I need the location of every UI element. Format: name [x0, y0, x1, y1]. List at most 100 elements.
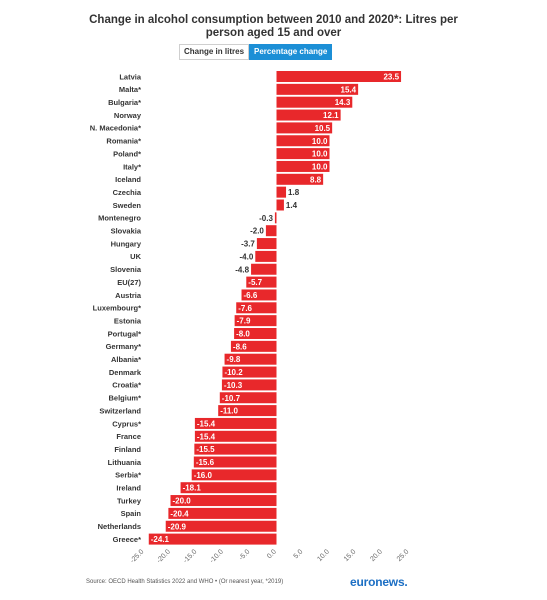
data-label: -11.0	[220, 407, 238, 416]
data-label: 10.0	[312, 150, 328, 159]
data-label: -9.8	[227, 355, 241, 364]
bar[interactable]	[165, 520, 277, 532]
bar[interactable]	[180, 482, 277, 494]
category-label: Greece*	[113, 535, 141, 544]
category-label: Croatia*	[112, 381, 141, 390]
data-label: -24.1	[151, 535, 170, 544]
bar[interactable]	[265, 225, 277, 237]
bar[interactable]	[224, 353, 277, 365]
view-toggle: Change in litres Percentage change	[179, 44, 333, 60]
bar[interactable]	[191, 469, 277, 481]
category-label: Poland*	[113, 149, 141, 158]
source-note: Source: OECD Health Statistics 2022 and …	[86, 579, 284, 585]
category-label: Turkey	[117, 496, 142, 505]
bar[interactable]	[234, 315, 277, 327]
data-label: -0.3	[259, 214, 273, 223]
category-label: Bulgaria*	[108, 98, 141, 107]
bar[interactable]	[241, 289, 277, 301]
category-label: France	[116, 432, 141, 441]
category-label: Slovenia	[110, 265, 142, 274]
data-label: -18.1	[183, 484, 202, 493]
data-label: -15.5	[196, 445, 215, 454]
bar[interactable]	[276, 173, 324, 185]
x-tick-label: 20.0	[369, 548, 384, 563]
data-label: 23.5	[383, 73, 399, 82]
bar[interactable]	[246, 276, 277, 288]
category-label: Netherlands	[98, 522, 141, 531]
category-label: Switzerland	[99, 406, 141, 415]
tab-percentage-change[interactable]: Percentage change	[249, 44, 333, 60]
data-label: 10.0	[312, 137, 328, 146]
category-label: Czechia	[113, 188, 142, 197]
bar[interactable]	[230, 340, 277, 352]
bar[interactable]	[276, 83, 359, 95]
data-label: -7.6	[238, 304, 252, 313]
category-label: EU(27)	[117, 278, 141, 287]
data-label: -2.0	[250, 227, 264, 236]
x-tick-label: 0.0	[266, 548, 278, 560]
category-label: UK	[130, 252, 141, 261]
data-label: -20.4	[170, 509, 189, 518]
bar[interactable]	[168, 507, 277, 519]
data-label: -4.8	[235, 265, 249, 274]
data-label: -16.0	[194, 471, 213, 480]
x-tick-label: -10.0	[209, 548, 225, 564]
category-label: Montenegro	[98, 214, 141, 223]
category-label: Serbia*	[115, 471, 141, 480]
data-label: 10.5	[315, 124, 331, 133]
bar[interactable]	[276, 96, 353, 108]
x-tick-label: -15.0	[182, 548, 198, 564]
chart-title-line1: Change in alcohol consumption between 20…	[89, 14, 458, 26]
x-tick-label: -20.0	[156, 548, 172, 564]
bar[interactable]	[255, 250, 277, 262]
bar[interactable]	[276, 71, 402, 82]
category-label: Ireland	[116, 484, 141, 493]
data-label: -10.3	[224, 381, 243, 390]
tab-change-in-litres[interactable]: Change in litres	[179, 44, 250, 60]
bar[interactable]	[276, 148, 330, 160]
category-label: Cyprus*	[112, 419, 141, 428]
data-label: -10.2	[224, 368, 243, 377]
category-label: Norway	[114, 111, 142, 120]
bar[interactable]	[274, 212, 277, 224]
chart-title-line2: person aged 15 and over	[205, 27, 342, 39]
category-label: Spain	[121, 509, 142, 518]
category-label: Italy*	[123, 162, 141, 171]
data-label: -10.7	[222, 394, 241, 403]
bar[interactable]	[234, 328, 277, 339]
bar[interactable]	[256, 238, 277, 250]
category-label: Lithuania	[108, 458, 142, 467]
category-label: Belgium*	[108, 394, 141, 403]
bar[interactable]	[194, 417, 277, 429]
bar[interactable]	[221, 379, 277, 391]
bar[interactable]	[276, 122, 333, 134]
bar[interactable]	[194, 430, 277, 442]
bar[interactable]	[222, 366, 277, 378]
data-label: -5.7	[248, 278, 262, 287]
category-label: Sweden	[113, 201, 142, 210]
bar[interactable]	[276, 109, 341, 121]
category-label: N. Macedonia*	[90, 124, 141, 133]
bar[interactable]	[236, 302, 277, 314]
data-label: -4.0	[240, 252, 254, 261]
data-label: -15.6	[196, 458, 215, 467]
bar[interactable]	[276, 135, 330, 147]
bar[interactable]	[276, 199, 284, 211]
bar[interactable]	[276, 186, 287, 198]
category-label: Estonia	[114, 316, 142, 325]
bar[interactable]	[276, 160, 330, 172]
data-label: -8.0	[236, 330, 250, 339]
bar[interactable]	[251, 263, 277, 275]
category-label: Hungary	[111, 239, 142, 248]
category-label: Germany*	[106, 342, 142, 351]
bar[interactable]	[193, 456, 277, 468]
bar[interactable]	[194, 443, 277, 455]
data-label: 8.8	[310, 175, 322, 184]
bar[interactable]	[218, 405, 277, 417]
bar[interactable]	[219, 392, 277, 404]
data-label: 1.4	[286, 201, 298, 210]
bar[interactable]	[170, 495, 277, 507]
category-label: Portugal*	[108, 329, 141, 338]
bar[interactable]	[148, 533, 277, 545]
data-label: -6.6	[244, 291, 258, 300]
